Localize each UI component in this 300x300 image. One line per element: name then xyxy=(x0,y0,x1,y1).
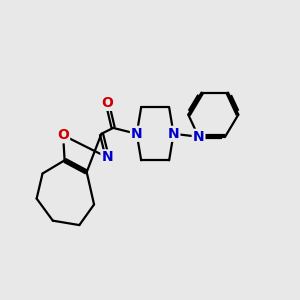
Text: O: O xyxy=(101,96,113,110)
Text: N: N xyxy=(101,150,113,164)
Text: O: O xyxy=(57,128,69,142)
Text: N: N xyxy=(131,127,142,141)
Text: N: N xyxy=(168,127,179,141)
Text: N: N xyxy=(193,130,204,144)
